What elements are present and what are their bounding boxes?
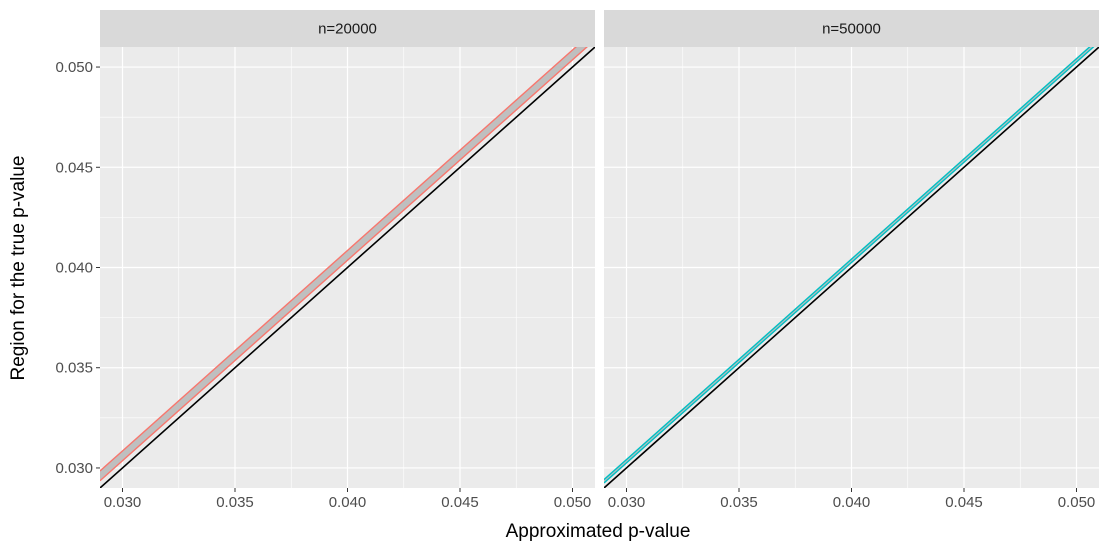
band-lower-line bbox=[100, 47, 588, 482]
x-tick-label: 0.040 bbox=[833, 494, 871, 511]
y-tick-label: 0.045 bbox=[55, 159, 93, 176]
y-axis-title: Region for the true p-value bbox=[8, 156, 29, 381]
x-tick-label: 0.030 bbox=[608, 494, 646, 511]
x-tick-label: 0.040 bbox=[329, 494, 367, 511]
identity-reference-line bbox=[604, 47, 1099, 488]
panel-1: n=20000 bbox=[100, 10, 595, 488]
x-tick-label: 0.030 bbox=[104, 494, 142, 511]
x-tick-label: 0.035 bbox=[720, 494, 758, 511]
y-tick-label: 0.040 bbox=[55, 260, 93, 277]
panels-layer: n=20000 n=50000 bbox=[100, 10, 1099, 488]
x-tick-label: 0.050 bbox=[1058, 494, 1096, 511]
x-axis-title: Approximated p-value bbox=[506, 521, 691, 542]
y-tick-label: 0.035 bbox=[55, 360, 93, 377]
panel-2: n=50000 bbox=[604, 10, 1099, 488]
y-axis: 0.030 0.035 0.040 0.045 0.050 bbox=[55, 59, 100, 477]
x-tick-label: 0.035 bbox=[216, 494, 254, 511]
x-axis: 0.030 0.035 0.040 0.045 0.050 0.030 0.035 0.040… bbox=[104, 488, 1096, 511]
facet-label: n=50000 bbox=[822, 21, 881, 38]
y-tick-label: 0.050 bbox=[55, 59, 93, 76]
y-tick-label: 0.030 bbox=[55, 460, 93, 477]
identity-reference-line bbox=[100, 47, 595, 488]
band-lower-line bbox=[604, 47, 1095, 484]
facet-strip bbox=[100, 10, 595, 47]
x-tick-label: 0.045 bbox=[945, 494, 983, 511]
facet-label: n=20000 bbox=[318, 21, 377, 38]
x-tick-label: 0.050 bbox=[554, 494, 592, 511]
x-tick-label: 0.045 bbox=[441, 494, 479, 511]
band-upper-line bbox=[604, 47, 1091, 481]
facet-strip bbox=[604, 10, 1099, 47]
band-upper-line bbox=[100, 47, 577, 472]
